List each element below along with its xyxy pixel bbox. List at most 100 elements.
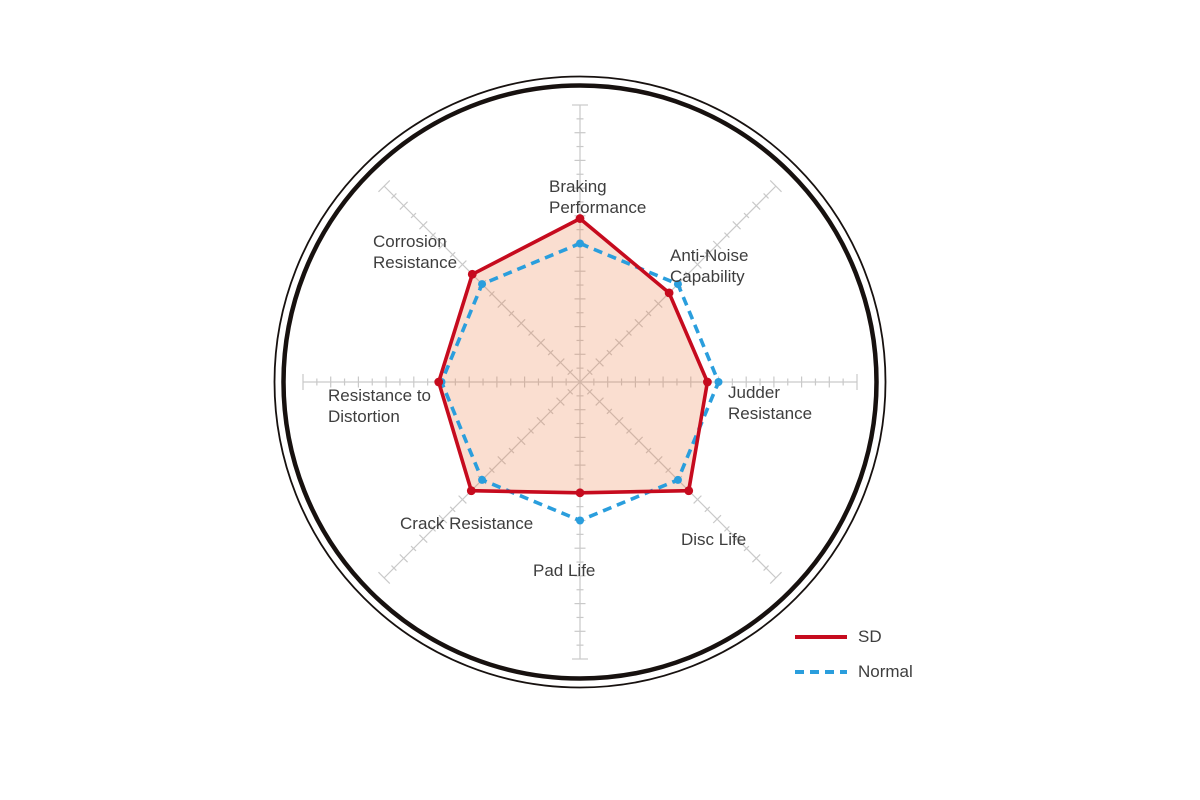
axis-tick bbox=[732, 534, 742, 544]
sd-data-point bbox=[467, 269, 477, 279]
normal-data-point bbox=[673, 475, 682, 484]
normal-data-point bbox=[478, 475, 487, 484]
axis-tick bbox=[430, 232, 436, 238]
axis-label-braking-performance: Braking Performance bbox=[549, 177, 646, 217]
axis-tick bbox=[378, 571, 391, 584]
axis-tick bbox=[712, 514, 722, 524]
axis-tick bbox=[654, 299, 663, 308]
axis-tick bbox=[595, 397, 604, 406]
normal-data-point bbox=[714, 378, 723, 386]
axis-tick bbox=[751, 201, 761, 211]
axis-tick bbox=[606, 349, 613, 356]
axis-tick bbox=[399, 553, 409, 563]
axis-label-crack-resistance: Crack Resistance bbox=[400, 514, 533, 533]
axis-tick bbox=[516, 318, 526, 328]
axis-tick bbox=[704, 506, 711, 513]
axis-tick bbox=[634, 318, 644, 328]
normal-line-swatch bbox=[795, 670, 847, 674]
axis-tick bbox=[458, 260, 467, 269]
axis-tick bbox=[438, 240, 448, 250]
normal-data-point bbox=[576, 239, 584, 248]
axis-tick bbox=[528, 330, 534, 336]
axis-tick bbox=[732, 220, 742, 230]
axis-tick bbox=[586, 369, 593, 376]
axis-tick bbox=[769, 571, 782, 584]
axis-tick bbox=[378, 180, 391, 193]
axis-tick bbox=[497, 299, 506, 308]
sd-line-swatch bbox=[795, 635, 847, 639]
axis-tick bbox=[449, 506, 456, 513]
axis-tick bbox=[547, 408, 554, 415]
axis-tick bbox=[724, 526, 730, 532]
sd-series bbox=[434, 214, 712, 498]
axis-tick bbox=[595, 358, 604, 367]
sd-data-point bbox=[466, 486, 476, 496]
axis-tick bbox=[614, 338, 624, 348]
axis-tick bbox=[410, 212, 417, 219]
axis-tick bbox=[769, 180, 782, 193]
axis-tick bbox=[488, 290, 495, 297]
legend-item-normal: Normal bbox=[795, 662, 913, 682]
axis-tick bbox=[391, 565, 397, 571]
normal-legend-label: Normal bbox=[858, 662, 913, 681]
legend-item-sd: SD bbox=[795, 627, 913, 647]
axis-tick bbox=[556, 358, 565, 367]
axis-tick bbox=[614, 416, 624, 426]
axis-tick bbox=[693, 495, 702, 504]
axis-labels: Braking Performance Anti-Noise Capability Ju… bbox=[328, 177, 812, 580]
axis-label-disc-life: Disc Life bbox=[681, 530, 746, 549]
axis-tick bbox=[410, 545, 417, 552]
axis-label-anti-noise-capability: Anti-Noise Capability bbox=[670, 246, 748, 286]
axis-tick bbox=[516, 436, 526, 446]
sd-legend-label: SD bbox=[858, 627, 882, 646]
axis-tick bbox=[430, 526, 436, 532]
axis-tick bbox=[693, 260, 702, 269]
chart-legend: SD Normal bbox=[795, 627, 913, 697]
axis-tick bbox=[743, 212, 750, 219]
axis-tick bbox=[704, 251, 711, 258]
axis-tick bbox=[438, 514, 448, 524]
axis-tick bbox=[751, 553, 761, 563]
axis-tick bbox=[684, 271, 691, 278]
axis-tick bbox=[497, 456, 506, 465]
axis-tick bbox=[586, 388, 593, 395]
axis-tick bbox=[626, 428, 632, 434]
sd-area-fill bbox=[438, 218, 708, 493]
axis-label-resistance-to-distortion: Resistance to Distortion bbox=[328, 386, 431, 426]
axis-tick bbox=[547, 349, 554, 356]
axis-tick bbox=[567, 388, 574, 395]
axis-tick bbox=[763, 193, 769, 199]
axis-tick bbox=[712, 240, 722, 250]
axis-tick bbox=[626, 330, 632, 336]
axis-tick bbox=[536, 338, 546, 348]
axis-label-judder-resistance: Judder Resistance bbox=[728, 383, 812, 423]
axis-tick bbox=[536, 416, 546, 426]
normal-data-point bbox=[673, 280, 682, 289]
normal-data-point bbox=[478, 280, 487, 289]
normal-data-point bbox=[576, 516, 584, 525]
axis-tick bbox=[488, 467, 495, 474]
sd-data-point bbox=[684, 486, 694, 496]
sd-data-point bbox=[703, 377, 712, 387]
axis-tick bbox=[449, 251, 456, 258]
axis-tick bbox=[399, 201, 409, 211]
axis-tick bbox=[606, 408, 613, 415]
axis-tick bbox=[508, 310, 515, 317]
axis-tick bbox=[634, 436, 644, 446]
axis-tick bbox=[458, 495, 467, 504]
sd-data-point bbox=[434, 377, 444, 387]
axis-tick bbox=[724, 232, 730, 238]
axis-tick bbox=[418, 220, 428, 230]
axis-tick bbox=[665, 467, 672, 474]
axis-tick bbox=[567, 369, 574, 376]
axis-tick bbox=[528, 428, 534, 434]
outer-ring bbox=[273, 75, 887, 689]
axis-label-corrosion-resistance: Corrosion Resistance bbox=[373, 232, 457, 272]
axis-tick bbox=[654, 456, 663, 465]
axis-tick bbox=[763, 565, 769, 571]
axis-tick bbox=[743, 545, 750, 552]
axis-tick bbox=[508, 447, 515, 454]
sd-data-point bbox=[664, 288, 674, 298]
sd-data-point bbox=[575, 488, 585, 498]
